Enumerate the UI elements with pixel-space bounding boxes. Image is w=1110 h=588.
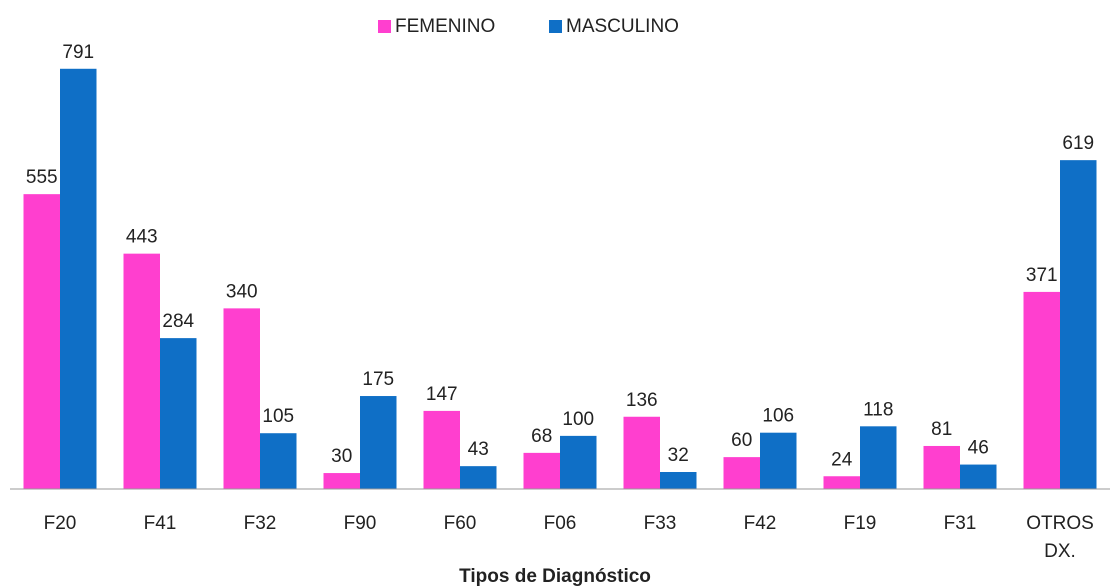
x-tick-label: F20 xyxy=(43,513,77,534)
legend-label: MASCULINO xyxy=(566,16,679,37)
bar xyxy=(60,68,97,489)
data-label: 136 xyxy=(626,390,658,411)
bar xyxy=(660,472,697,489)
bar xyxy=(760,432,797,489)
data-label: 46 xyxy=(968,438,989,459)
data-label: 619 xyxy=(1062,133,1094,154)
x-tick-label: F33 xyxy=(643,513,677,534)
data-label: 340 xyxy=(226,281,258,302)
data-label: 118 xyxy=(863,399,893,420)
x-tick-label: F60 xyxy=(443,513,477,534)
x-tick-label: F90 xyxy=(343,513,377,534)
x-tick-label: F06 xyxy=(543,513,577,534)
data-label: 32 xyxy=(668,445,689,466)
x-tick-label: F31 xyxy=(943,513,977,534)
data-label: 284 xyxy=(162,311,194,332)
data-label: 105 xyxy=(262,406,294,427)
bar xyxy=(123,253,160,489)
data-label: 81 xyxy=(931,419,952,440)
data-label: 30 xyxy=(331,446,352,467)
data-label: 555 xyxy=(26,167,58,188)
bar xyxy=(1060,160,1097,489)
bar xyxy=(323,473,360,489)
data-label: 24 xyxy=(831,449,853,470)
data-label: 791 xyxy=(62,42,94,63)
legend-label: FEMENINO xyxy=(395,16,495,37)
data-label: 175 xyxy=(362,369,394,390)
bar xyxy=(460,466,497,489)
bar xyxy=(860,426,897,489)
legend-swatch xyxy=(378,20,391,33)
x-tick-label: F42 xyxy=(743,513,777,534)
data-label: 60 xyxy=(731,430,752,451)
bar xyxy=(723,457,760,489)
data-label: 100 xyxy=(562,409,594,430)
bar xyxy=(423,410,460,489)
bar xyxy=(923,445,960,489)
x-tick-label: F41 xyxy=(143,513,177,534)
x-axis-title: Tipos de Diagnóstico xyxy=(459,566,651,587)
bar xyxy=(560,435,597,489)
bar xyxy=(260,433,297,489)
data-label: 443 xyxy=(126,227,158,248)
legend-swatch xyxy=(549,20,562,33)
bar xyxy=(523,452,560,489)
data-label: 106 xyxy=(762,406,794,427)
x-tick-label: F19 xyxy=(843,513,877,534)
bar xyxy=(360,396,397,489)
data-label: 147 xyxy=(426,384,458,405)
bar xyxy=(960,464,997,489)
data-label: 371 xyxy=(1026,265,1058,286)
bar xyxy=(223,308,260,489)
data-label: 43 xyxy=(468,439,489,460)
bar xyxy=(160,338,197,489)
bar xyxy=(1023,291,1060,489)
bar xyxy=(623,416,660,489)
bar xyxy=(823,476,860,489)
bar xyxy=(23,194,60,489)
data-label: 68 xyxy=(531,426,552,447)
x-tick-label: F32 xyxy=(243,513,277,534)
x-tick-label: OTROS DX. xyxy=(1026,513,1094,562)
